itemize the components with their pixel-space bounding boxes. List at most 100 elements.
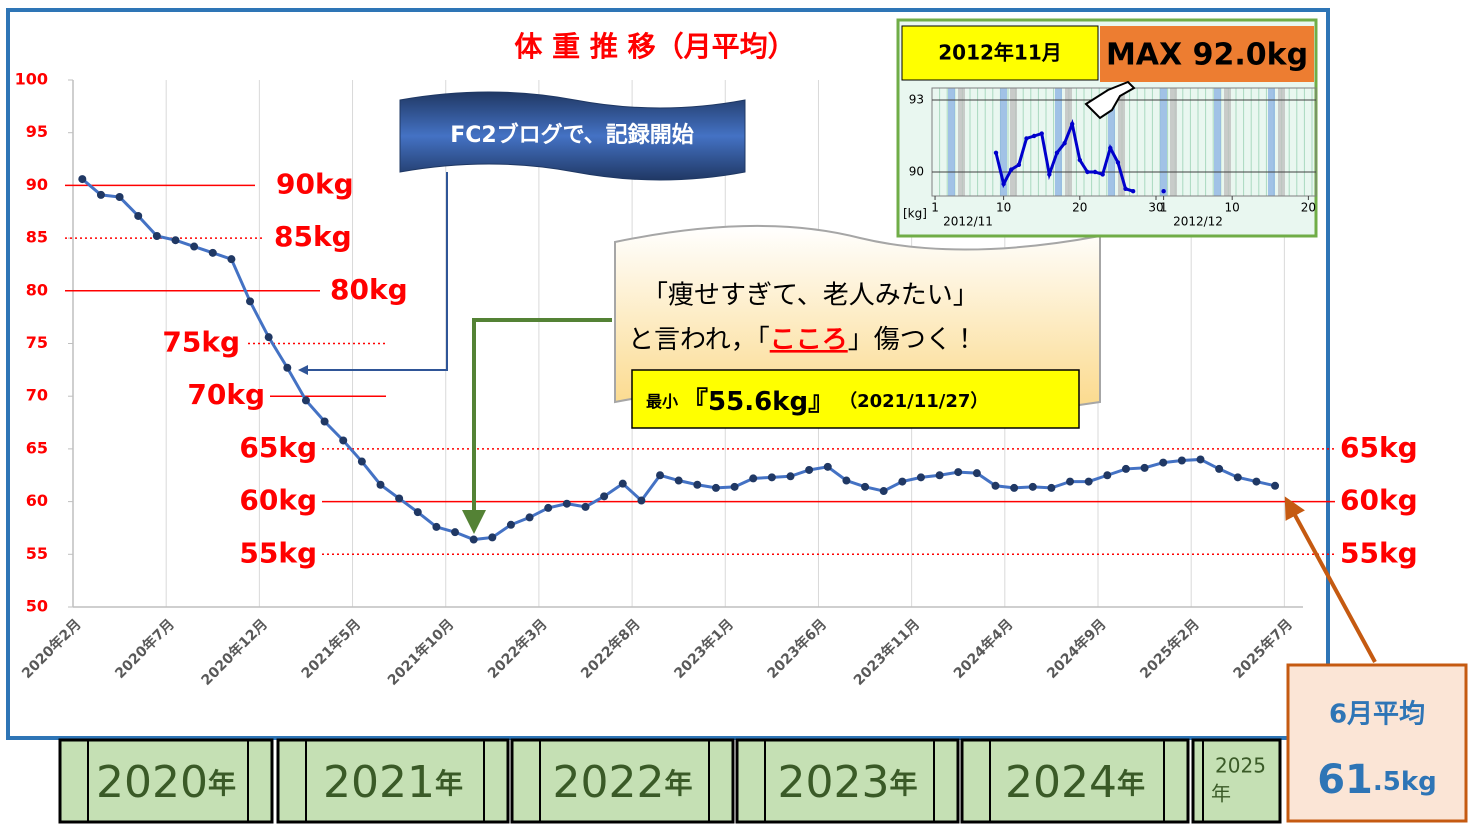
inset-band — [1278, 88, 1285, 196]
data-point — [301, 396, 310, 405]
data-point — [506, 520, 515, 529]
inset-x-tick-label: 20 — [1072, 201, 1087, 215]
minimum-date: （2021/11/27） — [848, 391, 988, 412]
inset-band — [1268, 88, 1275, 196]
data-point — [749, 474, 758, 483]
data-point — [320, 417, 329, 426]
inset-point — [1009, 167, 1014, 172]
inset-band — [1170, 88, 1177, 196]
data-point — [711, 483, 720, 492]
year-number: 2020 — [96, 757, 208, 808]
year-box — [960, 738, 1190, 824]
year-box — [735, 738, 960, 824]
year-number: 2023 — [778, 757, 890, 808]
inset-y-tick-label: 90 — [909, 165, 924, 179]
data-point — [283, 363, 292, 372]
year-box — [510, 738, 735, 824]
data-point — [954, 468, 963, 477]
data-point — [432, 522, 441, 531]
inset-month-label: 2012/11 — [943, 215, 993, 229]
inset-point — [1085, 169, 1090, 175]
inset-band — [1118, 88, 1125, 196]
data-point — [264, 333, 273, 342]
data-point — [488, 533, 497, 542]
data-point — [879, 487, 888, 496]
data-point — [469, 535, 478, 544]
june-title: 6月平均 — [1329, 700, 1425, 730]
reference-label: 55kg — [1340, 536, 1418, 569]
year-number: 2021 — [323, 757, 435, 808]
data-point — [767, 473, 776, 482]
y-tick-label: 65 — [26, 438, 48, 457]
data-point — [1084, 477, 1093, 486]
inset-band — [1055, 88, 1062, 196]
reference-label: 60kg — [239, 484, 317, 517]
data-point — [1233, 473, 1242, 482]
speech-text: 」傷つく！ — [848, 325, 978, 355]
inset-band — [1000, 88, 1007, 196]
inset-point — [1130, 189, 1136, 194]
inset-point — [1115, 160, 1121, 165]
inset-x-tick-label: 30 — [1148, 201, 1163, 215]
data-point — [693, 480, 702, 489]
year-suffix: 年 — [664, 767, 692, 800]
inset-subtitle-box — [1100, 26, 1314, 82]
data-point — [246, 297, 255, 306]
minimum-arrow — [462, 318, 612, 534]
reference-label: 65kg — [239, 431, 317, 464]
year-suffix: 年 — [1117, 767, 1145, 800]
data-point — [991, 481, 1000, 490]
minimum-label: 最小 — [646, 392, 678, 411]
inset-x-tick-label: 10 — [1225, 201, 1240, 215]
inset-point — [1077, 157, 1083, 163]
inset-band — [1224, 88, 1231, 196]
inset-point — [1100, 172, 1105, 177]
data-point — [96, 190, 105, 199]
data-point — [208, 248, 217, 257]
data-point — [618, 479, 627, 488]
data-point — [171, 236, 180, 245]
june-value: 61.5kg — [1317, 757, 1437, 803]
year-box — [58, 738, 274, 824]
inset-band — [1108, 88, 1115, 196]
minimum-value: 『55.6kg』 — [682, 386, 834, 417]
y-tick-label: 85 — [26, 228, 48, 247]
reference-label: 60kg — [1340, 484, 1418, 517]
june-value-main: 61 — [1317, 757, 1373, 803]
data-point — [1271, 481, 1280, 490]
callout-text: FC2ブログで、記録開始 — [450, 122, 694, 148]
data-point — [916, 473, 925, 482]
june-value-sub: .5kg — [1373, 767, 1437, 797]
y-tick-label: 55 — [26, 544, 48, 563]
inset-title: 2012年11月 — [938, 41, 1062, 65]
y-tick-label: 50 — [26, 597, 48, 616]
inset-band — [1160, 88, 1167, 196]
inset-point — [1108, 145, 1113, 151]
data-point — [786, 472, 795, 481]
reference-label: 75kg — [162, 326, 240, 359]
inset-subtitle: MAX 92.0kg — [1106, 38, 1308, 73]
data-point — [1047, 483, 1056, 492]
data-point — [227, 255, 236, 264]
year-number: 2022 — [553, 757, 665, 808]
data-point — [1140, 463, 1149, 472]
y-tick-label: 80 — [26, 280, 48, 299]
data-point — [190, 242, 199, 251]
reference-label: 55kg — [239, 536, 317, 569]
data-point — [637, 496, 646, 505]
inset-title-box — [901, 25, 1099, 81]
data-point — [78, 175, 87, 184]
data-point — [376, 480, 385, 489]
inset-x-tick-label: 1 — [1160, 201, 1168, 215]
year-label: 2022年 — [553, 757, 693, 808]
year-suffix: 年 — [889, 767, 917, 800]
inset-point — [1024, 136, 1029, 141]
inset-point — [1001, 181, 1006, 187]
data-point — [115, 192, 124, 201]
hand-icon — [1084, 80, 1136, 120]
minimum-box — [631, 369, 1080, 429]
inset-point — [1031, 133, 1037, 139]
data-point — [451, 528, 460, 537]
y-tick-label: 75 — [26, 333, 48, 352]
